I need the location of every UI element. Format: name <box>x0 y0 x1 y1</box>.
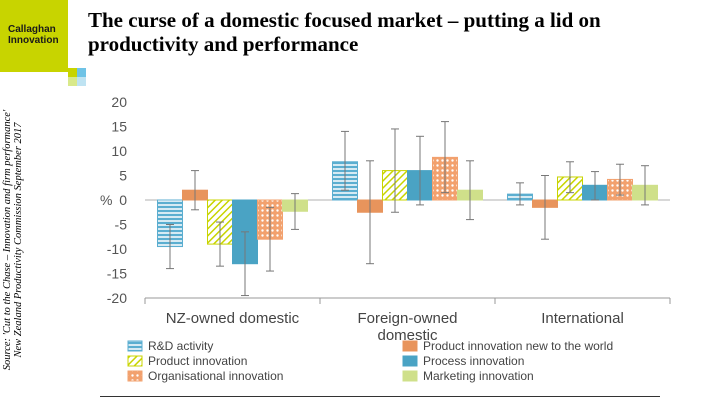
source-note: Source: 'Cut to the Chase – Innovation a… <box>2 85 24 395</box>
y-tick-label: 15 <box>111 119 127 135</box>
y-tick-label: 5 <box>119 168 127 184</box>
y-tick-label: 10 <box>111 143 127 159</box>
y-axis-label: % <box>100 192 112 208</box>
y-tick-label: 20 <box>111 94 127 110</box>
callaghan-logo: Callaghan Innovation <box>8 24 66 46</box>
legend-swatch <box>402 370 418 382</box>
legend-label: Product innovation new to the world <box>423 339 613 353</box>
y-tick-label: -15 <box>107 266 127 282</box>
category-label: International <box>541 310 624 327</box>
source-line-1: Source: 'Cut to the Chase – Innovation a… <box>2 109 13 371</box>
decor-square-blue <box>77 68 86 77</box>
category-label: NZ-owned domestic <box>166 310 300 327</box>
decor-square-light-blue <box>77 77 86 86</box>
legend-label: Process innovation <box>423 354 524 368</box>
y-tick-label: -5 <box>115 217 128 233</box>
brand-bar <box>0 0 68 72</box>
legend-label: Marketing innovation <box>423 369 534 383</box>
category-label: domestic <box>377 327 438 344</box>
decor-square-green <box>68 68 77 77</box>
legend-swatch <box>127 340 143 352</box>
y-tick-label: -20 <box>107 290 127 306</box>
legend-swatch <box>127 355 143 367</box>
legend-swatch <box>127 370 143 382</box>
source-line-2: New Zealand Productivity Commission Sept… <box>13 122 24 358</box>
y-tick-label: -10 <box>107 241 127 257</box>
legend-label: Product innovation <box>148 354 247 368</box>
legend-label: R&D activity <box>148 339 213 353</box>
legend-swatch <box>402 340 418 352</box>
category-label: Foreign-owned <box>357 310 457 327</box>
slide-title: The curse of a domestic focused market –… <box>88 8 601 56</box>
bottom-rule <box>100 396 660 397</box>
logo-line-2: Innovation <box>8 35 59 46</box>
legend-label: Organisational innovation <box>148 369 283 383</box>
decor-square-light-green <box>68 77 77 86</box>
bar-chart: 20 15 10 5 0 -5 -10 -15 -20% NZ-owned domestic For… <box>100 94 671 383</box>
y-tick-label: 0 <box>119 192 127 208</box>
legend-swatch <box>402 355 418 367</box>
logo-line-1: Callaghan <box>8 24 56 35</box>
